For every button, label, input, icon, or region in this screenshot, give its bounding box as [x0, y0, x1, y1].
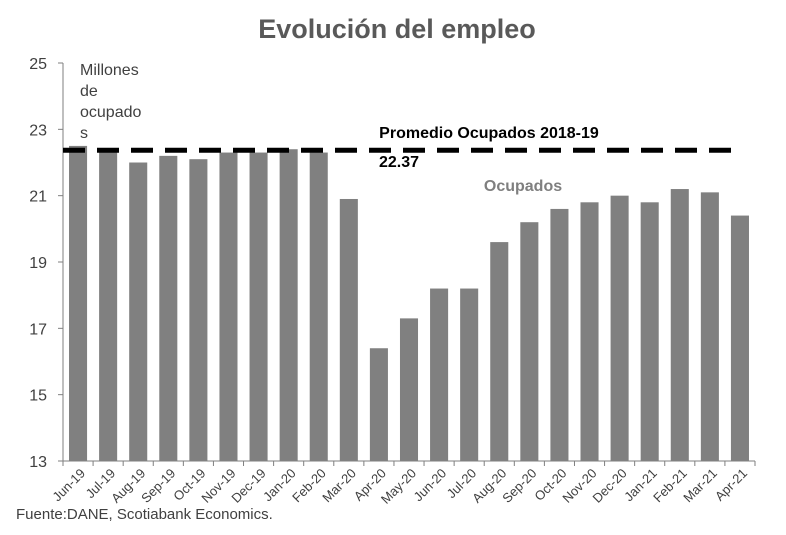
bar [550, 208, 569, 461]
x-tick-label: Dec-19 [228, 466, 268, 506]
x-tick-label: Sep-19 [138, 466, 178, 506]
x-axis: Jun-19Jul-19Aug-19Sep-19Oct-19Nov-19Dec-… [49, 460, 756, 507]
x-tick-label: Jun-19 [49, 466, 88, 505]
bar [219, 152, 238, 462]
unit-label-line: Millones [80, 62, 139, 79]
unit-label: Millones de ocupado s [80, 62, 141, 142]
x-tick-label: Jun-20 [410, 466, 449, 505]
bar [520, 222, 539, 461]
bar [249, 152, 268, 462]
bar [670, 189, 689, 462]
y-tick-label: 13 [29, 454, 47, 471]
bar [700, 192, 719, 461]
bar [129, 162, 148, 461]
bar [99, 149, 118, 461]
bar [189, 159, 208, 461]
bar [369, 348, 388, 461]
bar [69, 145, 88, 461]
bar [399, 318, 419, 461]
reference-line-label: Promedio Ocupados 2018-19 [379, 125, 599, 142]
bar [640, 202, 659, 462]
chart-title: Evolución del empleo [258, 14, 536, 44]
x-tick-label: Sep-20 [499, 466, 539, 506]
series-label: Ocupados [484, 178, 562, 195]
bar [460, 288, 479, 461]
y-tick-label: 21 [29, 189, 47, 206]
y-tick-label: 17 [29, 321, 47, 338]
x-tick-label: Mar-20 [319, 466, 359, 506]
y-tick-label: 23 [29, 122, 47, 139]
x-tick-label: Dec-20 [589, 466, 629, 506]
y-tick-label: 15 [29, 388, 47, 405]
x-tick-label: Mar-21 [680, 466, 720, 506]
bar [430, 288, 449, 461]
y-axis: 13 15 17 19 21 23 25 [29, 56, 64, 471]
bar [309, 152, 328, 462]
source-note: Fuente:DANE, Scotiabank Economics. [16, 506, 273, 523]
bar [339, 198, 358, 461]
bars [69, 145, 749, 462]
unit-label-line: de [80, 83, 98, 100]
unit-label-line: s [80, 125, 88, 142]
reference-line-value-label: 22.37 [379, 154, 419, 171]
bar [730, 215, 749, 461]
bar [159, 155, 178, 461]
y-tick-label: 25 [29, 56, 47, 73]
y-tick-label: 19 [29, 255, 47, 272]
bar [610, 195, 629, 461]
bar [279, 149, 298, 461]
x-tick-label: Apr-21 [712, 466, 750, 504]
bar [490, 242, 509, 461]
unit-label-line: ocupado [80, 104, 141, 121]
bar [580, 202, 599, 462]
